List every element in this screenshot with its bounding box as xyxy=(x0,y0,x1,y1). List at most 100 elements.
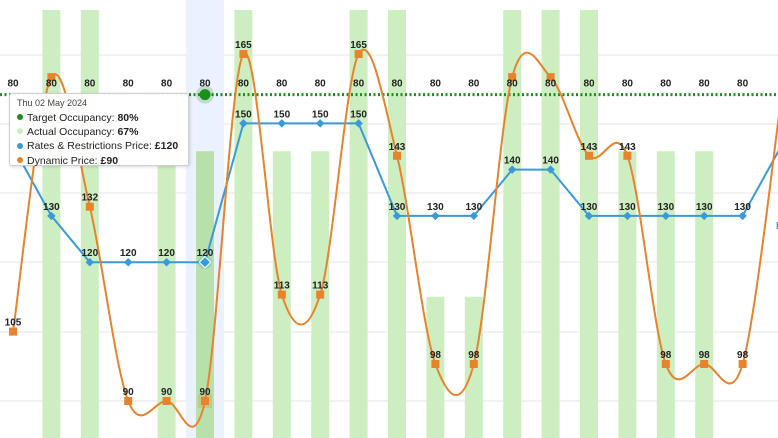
dynamic-price-label: 98 xyxy=(660,350,672,361)
target-occupancy-label: 80 xyxy=(622,79,634,90)
dynamic-price-marker xyxy=(738,359,747,368)
dynamic-price-marker xyxy=(47,73,56,82)
rates-price-marker xyxy=(277,119,287,128)
occupancy-bar xyxy=(695,151,714,438)
dynamic-price-marker xyxy=(201,397,209,405)
dynamic-price-label: 143 xyxy=(389,142,406,153)
dynamic-price-marker xyxy=(623,151,632,160)
occupancy-bar xyxy=(541,10,560,438)
rates-price-label: 120 xyxy=(120,248,137,259)
occupancy-bar xyxy=(618,151,637,438)
rates-price-marker xyxy=(392,211,402,221)
dynamic-price-label: 98 xyxy=(468,350,480,361)
dynamic-price-marker xyxy=(277,290,286,299)
rates-price-dot-icon xyxy=(17,142,23,149)
tooltip-label: Rates & Restrictions Price: xyxy=(27,140,155,153)
target-occupancy-label: 80 xyxy=(161,79,173,90)
target-occupancy-label: 80 xyxy=(660,79,672,90)
rates-price-label: 130 xyxy=(43,202,60,213)
target-occupancy-label: 80 xyxy=(583,79,595,90)
rates-price-marker xyxy=(123,257,133,267)
dynamic-price-label: 90 xyxy=(199,387,211,398)
rates-price-marker xyxy=(85,257,95,267)
tooltip-date: Thu 02 May 2024 xyxy=(17,98,88,108)
tooltip-value: £120 xyxy=(154,140,179,153)
target-occupancy-marker xyxy=(199,89,211,101)
target-occupancy-label: 80 xyxy=(315,79,327,90)
dynamic-price-label: 143 xyxy=(581,142,598,153)
occupancy-bar xyxy=(80,10,99,438)
target-occupancy-label: 80 xyxy=(507,79,519,90)
rates-price-marker xyxy=(315,119,325,128)
rates-price-marker xyxy=(239,119,248,128)
tooltip-value: £90 xyxy=(100,154,119,167)
tooltip-value: 80% xyxy=(117,112,139,124)
dynamic-price-marker xyxy=(316,290,325,299)
occupancy-bar xyxy=(580,10,598,438)
rates-price-label: 150 xyxy=(235,109,252,120)
rates-price-label: 130 xyxy=(465,202,482,213)
rates-price-label: 130 xyxy=(734,202,751,213)
tooltip-row-rates: Rates & Restrictions Price: £120 xyxy=(17,139,181,153)
tooltip-row-dynamic: Dynamic Price: £90 xyxy=(17,154,181,168)
rates-price-label: 150 xyxy=(312,109,329,120)
target-occupancy-label: 80 xyxy=(468,79,480,90)
dynamic-price-label: 105 xyxy=(5,318,22,329)
target-occupancy-label: 80 xyxy=(353,79,365,90)
tooltip-label: Actual Occupancy: xyxy=(27,126,118,139)
occupancy-bar xyxy=(656,151,675,438)
rates-price-label: 130 xyxy=(427,202,444,213)
target-occupancy-label: 80 xyxy=(199,79,211,90)
dynamic-price-label: 98 xyxy=(737,350,749,361)
rates-price-label: 130 xyxy=(581,202,598,213)
dynamic-price-label: 90 xyxy=(123,387,135,398)
target-occupancy-label: 80 xyxy=(238,79,250,90)
dynamic-price-label: 113 xyxy=(274,281,291,292)
dynamic-price-label: 165 xyxy=(235,40,252,51)
rates-price-label: 150 xyxy=(273,109,290,120)
target-occupancy-dot-icon xyxy=(17,114,23,121)
hover-tooltip: Thu 02 May 2024 Target Occupancy: 80% Ac… xyxy=(9,93,189,168)
rates-price-marker xyxy=(354,119,363,128)
dynamic-price-marker xyxy=(508,73,517,82)
rates-price-marker xyxy=(162,257,171,267)
target-occupancy-label: 80 xyxy=(699,79,711,90)
actual-occupancy-dot-icon xyxy=(17,128,23,135)
target-occupancy-label: 80 xyxy=(737,79,749,90)
target-occupancy-label: 80 xyxy=(46,79,58,90)
rates-price-marker xyxy=(738,211,747,221)
target-occupancy-label: 80 xyxy=(430,79,442,90)
dynamic-price-label: 98 xyxy=(699,350,711,361)
rates-price-label: 130 xyxy=(696,202,713,213)
rates-price-edge-label: R xyxy=(776,221,778,232)
dynamic-price-label: 165 xyxy=(350,40,367,51)
dynamic-price-marker xyxy=(661,359,670,368)
tooltip-value: 67% xyxy=(117,126,139,139)
occupancy-bar xyxy=(503,10,522,438)
occupancy-bar xyxy=(234,10,253,438)
tooltip-label: Dynamic Price: xyxy=(27,154,101,167)
dynamic-price-marker xyxy=(700,359,709,368)
dynamic-price-label: 143 xyxy=(619,142,636,153)
occupancy-bar xyxy=(349,10,368,438)
target-occupancy-label: 80 xyxy=(123,79,135,90)
dynamic-price-marker xyxy=(546,73,555,82)
rates-price-label: 140 xyxy=(542,156,559,167)
rates-price-label: 130 xyxy=(619,202,636,213)
occupancy-bar xyxy=(388,10,406,438)
occupancy-bar xyxy=(157,151,176,438)
dynamic-price-marker xyxy=(393,151,401,160)
rates-price-marker xyxy=(469,211,479,221)
target-occupancy-label: 80 xyxy=(7,79,19,90)
dynamic-price-label: 113 xyxy=(312,281,329,292)
dynamic-price-marker xyxy=(239,50,248,58)
rates-price-label: 120 xyxy=(197,248,214,259)
rates-price-marker xyxy=(47,211,56,221)
dynamic-price-label: 132 xyxy=(81,193,98,204)
tooltip-row-target: Target Occupancy: 80% xyxy=(17,111,181,125)
dynamic-price-dot-icon xyxy=(17,156,23,163)
dynamic-price-marker xyxy=(354,50,363,58)
dynamic-price-label: 90 xyxy=(161,387,173,398)
